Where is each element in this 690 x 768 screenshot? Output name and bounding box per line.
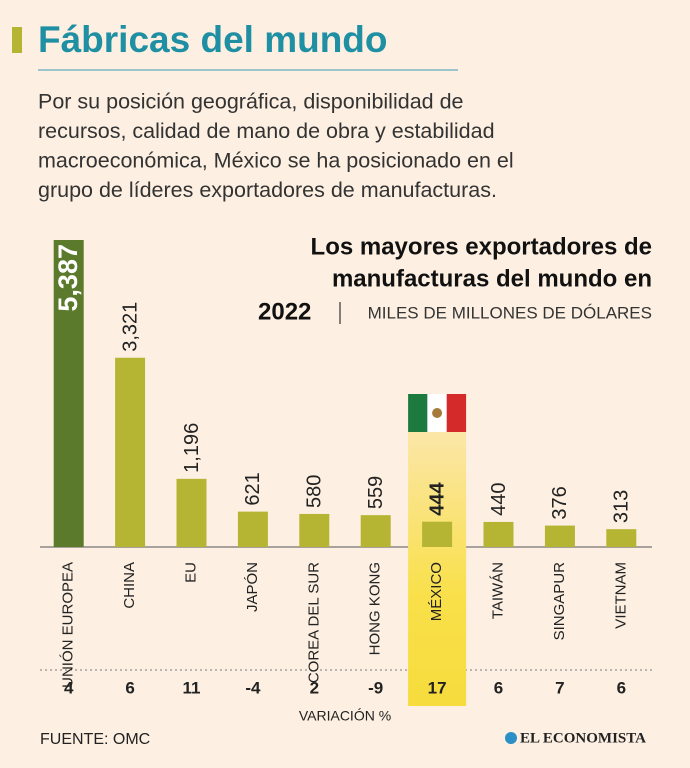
bar	[237, 511, 268, 547]
bar	[483, 521, 514, 547]
value-label: 5,387	[53, 244, 83, 312]
x-tick-label: UNIÓN EUROPEA	[60, 562, 77, 688]
subtitle-line: recursos, calidad de mano de obra y esta…	[38, 119, 495, 143]
value-label: 313	[611, 490, 633, 523]
bar	[53, 240, 84, 547]
bar	[176, 478, 207, 547]
highlight-band	[408, 432, 467, 706]
variation-value: 2	[310, 678, 319, 697]
value-label: 580	[304, 475, 326, 508]
chart-title-line: manufacturas del mundo en	[332, 265, 652, 292]
header-marker	[12, 27, 22, 53]
x-tick-label: HONG KONG	[367, 562, 384, 655]
x-tick-label: MÉXICO	[428, 562, 445, 621]
brand-logo	[505, 732, 517, 744]
bar	[606, 529, 637, 547]
variation-value: 6	[494, 678, 503, 697]
x-tick-label: EU	[182, 562, 199, 583]
variation-value: 17	[428, 678, 447, 697]
variation-value: 7	[555, 678, 564, 697]
value-label: 3,321	[119, 302, 141, 352]
variation-label: VARIACIÓN %	[299, 708, 391, 724]
value-label: 444	[426, 481, 448, 515]
subtitle-line: Por su posición geográfica, disponibilid…	[38, 90, 464, 114]
variation-value: 4	[64, 678, 74, 697]
x-tick-label: VIETNAM	[612, 562, 629, 629]
variation-value: 6	[617, 678, 626, 697]
chart-title-line: Los mayores exportadores de	[311, 233, 652, 260]
x-tick-label: SINGAPUR	[551, 562, 568, 641]
value-label: 559	[365, 476, 387, 509]
bar	[544, 525, 575, 547]
subtitle-line: macroeconómica, México se ha posicionado…	[38, 149, 514, 173]
header: Fábricas del mundo	[38, 19, 388, 60]
bar	[422, 521, 453, 547]
variation-value: -9	[368, 678, 383, 697]
x-tick-label: JAPÓN	[244, 562, 261, 612]
brand: EL ECONOMISTA	[520, 730, 646, 746]
value-label: 376	[549, 486, 571, 519]
value-label: 621	[242, 472, 264, 505]
chart-title-line: 2022	[258, 298, 311, 325]
variation-value: 11	[183, 678, 201, 697]
flag-red	[446, 394, 467, 432]
bar	[360, 515, 391, 547]
x-tick-label: TAIWÁN	[489, 562, 506, 619]
variation-value: -4	[245, 678, 261, 697]
x-tick-label: CHINA	[121, 562, 138, 609]
value-label: 440	[488, 483, 510, 516]
units: MILES DE MILLONES DE DÓLARES	[368, 303, 652, 322]
flag-emblem	[432, 408, 443, 418]
bar	[299, 513, 330, 547]
flag-green	[408, 394, 428, 432]
x-tick-label: COREA DEL SUR	[305, 562, 322, 683]
bar	[115, 357, 146, 547]
variation-value: 6	[125, 678, 134, 697]
value-label: 1,196	[181, 423, 203, 473]
subtitle-line: grupo de líderes exportadores de manufac…	[38, 178, 497, 202]
source: FUENTE: OMC	[40, 731, 150, 748]
